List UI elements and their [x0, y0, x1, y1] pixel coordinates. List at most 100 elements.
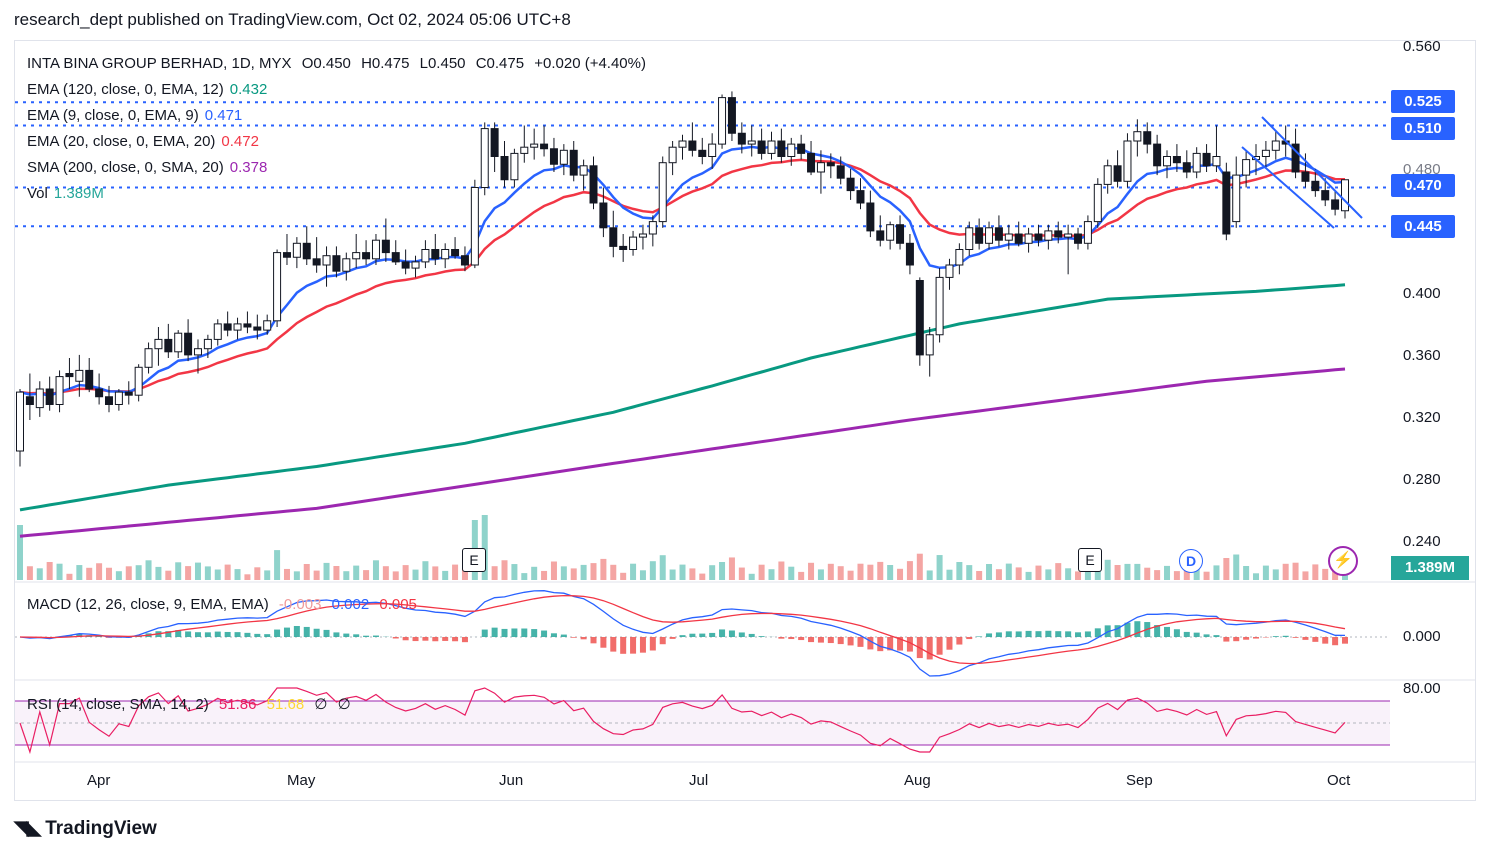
ema120-label: EMA (120, close, 0, EMA, 12) [27, 81, 224, 98]
macd-hist-bar [1173, 629, 1180, 637]
ema20-legend[interactable]: EMA (20, close, 0, EMA, 20) 0.472 [27, 133, 265, 150]
sma200-legend[interactable]: SMA (200, close, 0, SMA, 20) 0.378 [27, 159, 273, 176]
volume-bar [1193, 565, 1200, 580]
candle-body [45, 388, 54, 405]
candle-body [520, 146, 529, 154]
macd-signal-line [19, 594, 1346, 665]
candle-body [193, 348, 202, 356]
candle-body [767, 140, 776, 154]
macd-hist-bar [748, 633, 755, 637]
candle-body [1271, 140, 1280, 151]
macd-hist-bar [363, 635, 370, 637]
macd-hist-bar [303, 626, 310, 637]
macd-hist-bar [392, 637, 399, 639]
candle-body [747, 140, 756, 145]
volume-bar [491, 566, 498, 580]
time-axis-label: May [287, 772, 316, 789]
macd-hist-bar [1292, 637, 1299, 638]
rsi-legend[interactable]: RSI (14, close, SMA, 14, 2) 51.86 51.68 … [27, 695, 357, 713]
volume-bar [165, 570, 172, 580]
volume-bar [56, 563, 63, 580]
macd-hist-value: -0.003 [278, 596, 322, 613]
candle-body [1143, 131, 1152, 145]
volume-bar [798, 571, 805, 580]
volume-bar [1104, 559, 1111, 580]
candle-body [1212, 156, 1221, 167]
volume-bar [758, 564, 765, 580]
ema120-legend[interactable]: EMA (120, close, 0, EMA, 12) 0.432 [27, 81, 273, 98]
macd-hist-bar [847, 637, 854, 646]
macd-hist-bar [630, 637, 637, 654]
level-tag-0525[interactable]: 0.525 [1391, 90, 1455, 113]
candle-body [1034, 233, 1043, 241]
level-tag-0445[interactable]: 0.445 [1391, 215, 1455, 238]
time-axis-label: Oct [1327, 772, 1351, 789]
candle-body [1301, 171, 1310, 182]
earnings-event-icon[interactable]: E [1078, 548, 1102, 572]
macd-hist-bar [442, 637, 449, 641]
price-axis-label: 0.560 [1403, 38, 1441, 55]
macd-line [19, 590, 1346, 677]
macd-hist-bar [541, 630, 548, 637]
dividend-event-icon[interactable]: D [1179, 549, 1203, 573]
volume-bar [333, 566, 340, 580]
volume-bar [659, 555, 666, 580]
split-event-icon[interactable]: ⚡ [1328, 546, 1358, 576]
macd-hist-bar [254, 633, 261, 637]
candle-body [1172, 156, 1181, 164]
candle-body [1163, 156, 1172, 167]
candle-body [1182, 162, 1191, 173]
candle-body [391, 252, 400, 263]
tradingview-brand: TradingView [45, 818, 157, 839]
volume-bar [392, 571, 399, 580]
macd-hist-bar [827, 637, 834, 644]
candle-body [114, 391, 123, 406]
candle-body [965, 227, 974, 251]
candle-body [55, 376, 64, 406]
candle-body [777, 140, 786, 157]
candle-body [609, 227, 618, 247]
volume-bar [827, 563, 834, 580]
volume-bar [1312, 564, 1319, 580]
volume-bar [1302, 571, 1309, 580]
volume-bar [649, 561, 656, 580]
tradingview-logo[interactable]: ◥◣ TradingView [14, 817, 157, 840]
macd-hist-bar [422, 637, 429, 641]
macd-hist-bar [1035, 631, 1042, 637]
macd-hist-bar [956, 637, 963, 645]
earnings-event-icon[interactable]: E [462, 548, 486, 572]
volume-bar [867, 564, 874, 580]
candle-body [124, 391, 133, 396]
candle-body [925, 334, 934, 356]
macd-hist-bar [214, 631, 221, 637]
level-tag-0510[interactable]: 0.510 [1391, 117, 1455, 140]
macd-hist-bar [1065, 631, 1072, 637]
volume-bar [46, 562, 53, 580]
volume-bar [234, 569, 241, 580]
macd-hist-bar [1183, 631, 1190, 637]
macd-legend[interactable]: MACD (12, 26, close, 9, EMA, EMA) -0.003… [27, 596, 423, 613]
macd-hist-bar [620, 637, 627, 654]
macd-label: MACD (12, 26, close, 9, EMA, EMA) [27, 596, 269, 613]
time-axis-label: Aug [904, 772, 931, 789]
ema9-legend[interactable]: EMA (9, close, 0, EMA, 9) 0.471 [27, 107, 248, 124]
candle-body [184, 332, 193, 356]
volume-bar [986, 564, 993, 580]
level-tag-0470[interactable]: 0.470 [1391, 174, 1455, 197]
volume-legend[interactable]: Vol 1.389M [27, 185, 110, 202]
volume-bar [738, 567, 745, 580]
macd-hist-bar [946, 637, 953, 650]
volume-bar [1203, 571, 1210, 580]
macd-hist-bar [1154, 625, 1161, 637]
macd-hist-bar [1253, 637, 1260, 639]
volume-bar [1025, 571, 1032, 580]
macd-hist-bar [570, 637, 577, 638]
candle-body [975, 227, 984, 244]
rsi-label: RSI (14, close, SMA, 14, 2) [27, 696, 209, 713]
symbol-legend[interactable]: INTA BINA GROUP BERHAD, 1D, MYX O0.450 H… [27, 55, 652, 72]
candle-body [727, 97, 736, 134]
candle-body [658, 162, 667, 223]
candle-body [1291, 143, 1300, 173]
macd-hist-bar [778, 637, 785, 639]
